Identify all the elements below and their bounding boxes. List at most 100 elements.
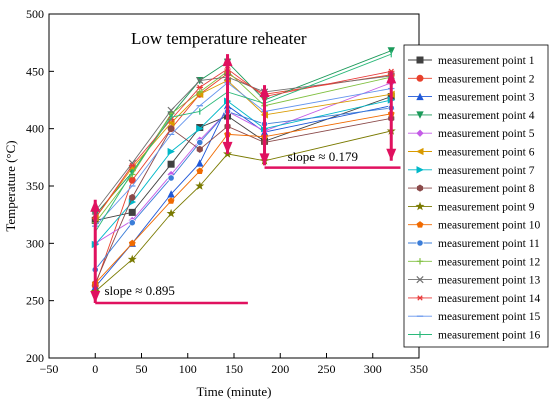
data-point xyxy=(167,147,175,156)
legend-item: measurement point 5 xyxy=(408,128,535,140)
data-point xyxy=(416,56,424,64)
slope-marker-arrowhead-up xyxy=(259,85,270,98)
x-tick-label: 350 xyxy=(410,362,428,376)
data-point xyxy=(128,219,136,227)
y-tick-label: 300 xyxy=(26,236,44,250)
data-point xyxy=(387,47,395,55)
slope-label-1: slope ≈ 0.895 xyxy=(105,283,175,298)
legend-label: measurement point 4 xyxy=(438,110,535,122)
x-tick-label: −50 xyxy=(40,362,59,376)
legend-label: measurement point 11 xyxy=(438,238,540,250)
slope-marker-arrowhead-down xyxy=(386,148,397,161)
series-12 xyxy=(92,68,395,226)
data-point xyxy=(127,254,137,264)
slope-marker-arrowhead-down xyxy=(222,141,233,154)
series-line xyxy=(94,107,392,270)
legend-item: measurement point 2 xyxy=(408,73,535,85)
x-tick-label: 0 xyxy=(92,362,98,376)
data-point xyxy=(196,76,204,85)
data-point xyxy=(167,190,175,198)
data-point xyxy=(129,193,136,202)
data-point xyxy=(167,197,175,204)
series-line xyxy=(94,50,392,215)
legend-label: measurement point 15 xyxy=(438,311,540,323)
y-tick-label: 450 xyxy=(26,64,44,78)
legend-label: measurement point 1 xyxy=(438,55,535,67)
data-point xyxy=(196,167,204,174)
legend-label: measurement point 6 xyxy=(438,147,535,159)
legend-item: measurement point 8 xyxy=(408,183,535,195)
series-10 xyxy=(91,110,395,287)
series-line xyxy=(94,70,392,223)
x-axis-ticks: −50 0 50 100 150 200 250 300 350 xyxy=(40,353,428,376)
legend-item: measurement point 16 xyxy=(408,330,540,342)
legend-item: measurement point 1 xyxy=(408,55,535,67)
legend-label: measurement point 5 xyxy=(438,128,535,140)
data-point xyxy=(167,174,175,182)
x-tick-label: 100 xyxy=(179,362,197,376)
y-axis-ticks: 200 250 300 350 400 450 500 xyxy=(26,7,54,365)
chart-title: Low temperature reheater xyxy=(131,29,307,48)
data-point xyxy=(196,138,204,147)
annotation-layer: slope ≈ 0.895 slope ≈ 0.179 xyxy=(90,54,401,305)
data-point xyxy=(129,162,136,169)
legend-item: measurement point 4 xyxy=(408,110,535,122)
data-point xyxy=(128,208,136,216)
y-tick-label: 500 xyxy=(26,7,44,21)
slope-marker-arrowhead-down xyxy=(259,153,270,166)
data-point xyxy=(415,201,425,211)
legend-item: measurement point 13 xyxy=(408,275,540,287)
y-axis-label: Temperature (°C) xyxy=(3,140,18,231)
legend-item: measurement point 6 xyxy=(408,147,535,159)
legend-item: measurement point 11 xyxy=(408,238,540,250)
legend-label: measurement point 8 xyxy=(438,183,535,195)
data-point xyxy=(168,125,175,133)
y-tick-label: 250 xyxy=(26,294,44,308)
data-point xyxy=(196,145,203,153)
series-line xyxy=(94,68,392,219)
series-13 xyxy=(91,72,395,215)
data-point xyxy=(167,106,175,114)
data-point xyxy=(416,74,424,82)
data-point xyxy=(128,239,136,247)
series-14 xyxy=(92,66,395,221)
series-line xyxy=(94,117,392,284)
data-point xyxy=(416,147,424,156)
legend-label: measurement point 3 xyxy=(438,92,535,104)
legend-item: measurement point 14 xyxy=(408,293,540,305)
x-tick-label: 250 xyxy=(318,362,336,376)
legend-label: measurement point 16 xyxy=(438,330,540,342)
data-point xyxy=(416,221,424,228)
x-tick-label: 300 xyxy=(364,362,382,376)
data-point xyxy=(416,166,424,174)
legend-label: measurement point 12 xyxy=(438,256,540,268)
y-tick-label: 200 xyxy=(26,351,44,365)
data-point xyxy=(416,129,424,137)
legend-label: measurement point 13 xyxy=(438,275,540,287)
data-point xyxy=(195,181,205,190)
data-point xyxy=(416,111,424,119)
legend-label: measurement point 7 xyxy=(438,165,535,177)
data-point xyxy=(416,92,424,101)
series-line xyxy=(94,113,392,284)
slope-marker-arrowhead-down xyxy=(90,290,101,303)
data-point xyxy=(196,159,204,167)
x-axis-label: Time (minute) xyxy=(197,384,272,399)
series-4 xyxy=(91,47,395,219)
data-point xyxy=(416,275,424,284)
series-layer xyxy=(90,47,396,296)
legend-box xyxy=(403,44,549,348)
slope-label-2: slope ≈ 0.179 xyxy=(288,149,358,164)
legend-item: measurement point 7 xyxy=(408,165,535,177)
x-tick-label: 200 xyxy=(271,362,289,376)
x-tick-label: 150 xyxy=(225,362,243,376)
data-point xyxy=(166,208,176,218)
y-tick-label: 400 xyxy=(26,122,44,136)
plot-frame xyxy=(48,13,420,359)
data-point xyxy=(416,239,424,247)
data-point xyxy=(196,124,204,133)
series-line xyxy=(94,73,392,286)
legend-item: measurement point 12 xyxy=(408,256,540,268)
legend-label: measurement point 14 xyxy=(438,293,540,305)
